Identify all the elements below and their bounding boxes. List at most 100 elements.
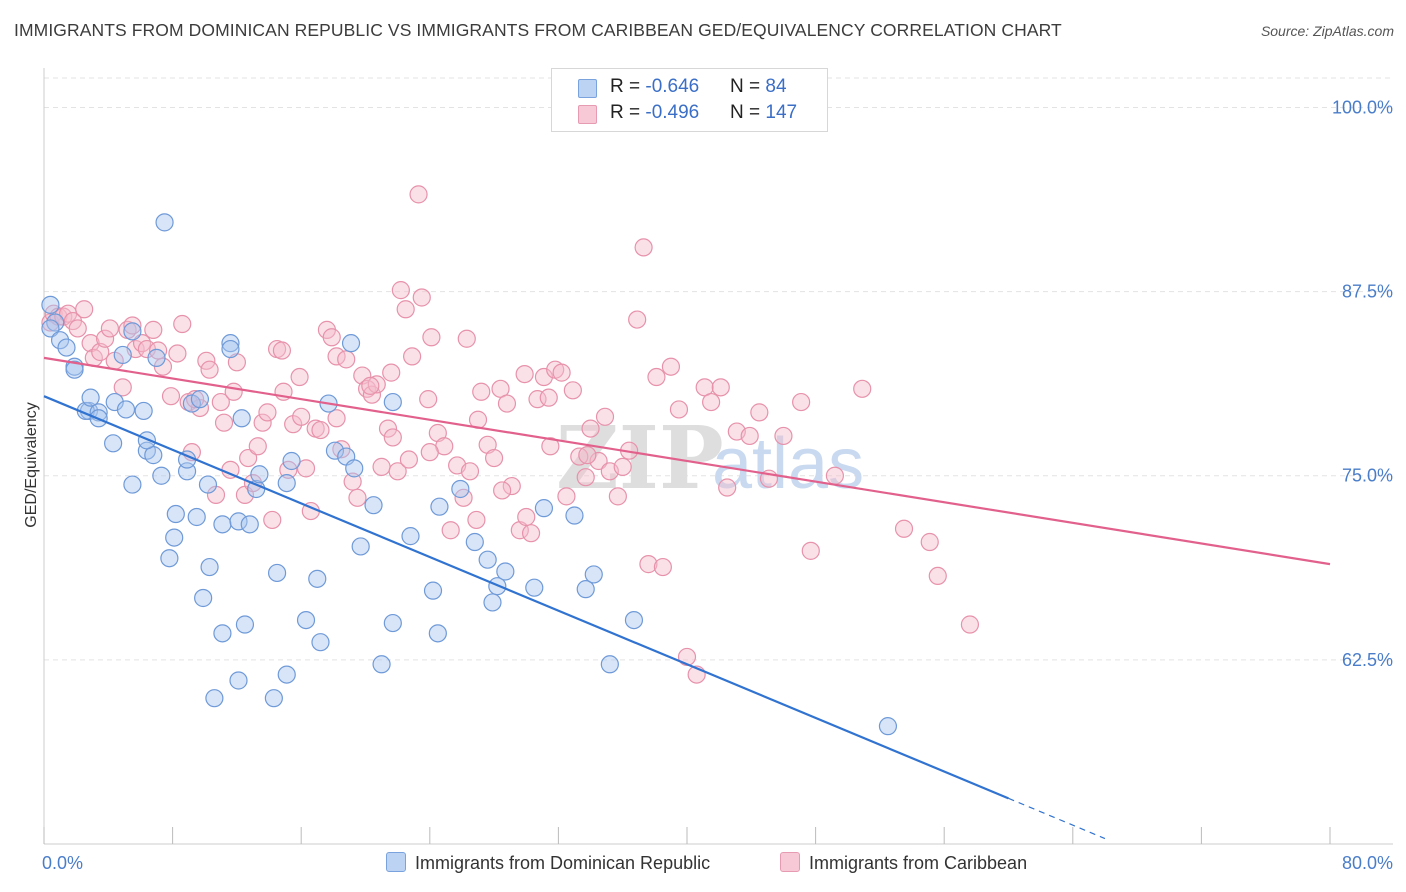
dominican-point <box>282 451 301 471</box>
caribbean-point <box>485 448 504 468</box>
dominican-point <box>235 615 255 634</box>
caribbean-point <box>702 392 721 412</box>
caribbean-point <box>224 382 243 401</box>
dominican-point <box>430 497 449 516</box>
caribbean-point <box>472 382 491 401</box>
legend-r-value: -0.496 <box>645 102 700 123</box>
dominican-point <box>46 313 65 332</box>
caribbean-point <box>521 524 541 543</box>
y-tick-label: 75.0% <box>1342 466 1393 486</box>
caribbean-point <box>327 409 346 428</box>
bottom-legend-label: Immigrants from Caribbean <box>809 853 1028 873</box>
caribbean-point <box>653 557 672 577</box>
bottom-legend-swatch-blue <box>386 852 406 872</box>
caribbean-point <box>420 443 439 462</box>
caribbean-point <box>258 403 277 422</box>
caribbean-point <box>263 510 282 530</box>
dominican-point <box>65 360 84 379</box>
caribbean-point <box>372 457 391 476</box>
caribbean-point <box>200 360 219 379</box>
caribbean-point <box>399 450 419 469</box>
dominican-point <box>341 334 361 353</box>
caribbean-point <box>460 462 480 481</box>
caribbean-point <box>168 344 187 363</box>
caribbean-point <box>361 376 380 395</box>
dominican-trend-extension <box>1008 797 1106 840</box>
watermark-zip: ZIP <box>556 408 724 509</box>
bottom-legend-caribbean: Immigrants from Caribbean <box>780 852 1027 874</box>
dominican-point <box>165 528 184 547</box>
dominican-point <box>372 655 391 674</box>
legend-n-label: N = <box>730 76 766 97</box>
dominican-point <box>116 400 136 419</box>
dominican-point <box>104 434 123 453</box>
chart-title: IMMIGRANTS FROM DOMINICAN REPUBLIC VS IM… <box>14 20 1062 40</box>
dominican-point <box>401 527 420 546</box>
caribbean-point <box>311 420 330 440</box>
caribbean-point <box>409 185 428 204</box>
source-label: Source: ZipAtlas.com <box>1260 23 1394 39</box>
caribbean-point <box>248 437 267 456</box>
caribbean-point <box>419 390 438 409</box>
caribbean-point <box>792 392 811 412</box>
caribbean-point <box>290 367 309 387</box>
dominican-point <box>166 504 185 524</box>
dominican-point <box>345 459 364 478</box>
y-tick-label: 87.5% <box>1342 282 1393 302</box>
caribbean-point <box>272 341 292 360</box>
y-tick-label: 100.0% <box>1332 97 1393 117</box>
caribbean-point <box>383 428 402 447</box>
caribbean-point <box>517 507 536 527</box>
caribbean-point <box>382 363 401 382</box>
caribbean-point <box>68 319 87 338</box>
caribbean-point <box>853 379 872 398</box>
bottom-legend-swatch-pink <box>780 852 800 872</box>
dominican-point <box>134 401 153 421</box>
caribbean-point <box>801 541 820 560</box>
dominican-point <box>383 392 402 412</box>
dominican-point <box>624 610 644 630</box>
caribbean-point <box>75 300 94 319</box>
dominican-trend-line <box>43 395 1009 800</box>
caribbean-points <box>41 185 980 684</box>
dominican-point <box>308 569 327 588</box>
correlation-legend: R = -0.646 N = 84 R = -0.496 N = 147 <box>551 68 828 132</box>
caribbean-point <box>557 487 576 506</box>
dominican-points <box>41 213 898 736</box>
x-tick-label-min: 0.0% <box>42 853 83 873</box>
caribbean-point <box>214 413 234 432</box>
caribbean-point <box>161 387 181 406</box>
caribbean-point <box>348 488 367 507</box>
dominican-point <box>240 515 259 534</box>
caribbean-point <box>750 403 769 422</box>
caribbean-point <box>502 476 521 496</box>
caribbean-point <box>322 328 341 347</box>
y-axis-label: GED/Equivalency <box>23 402 40 527</box>
caribbean-point <box>960 615 980 634</box>
dominican-point <box>123 475 142 494</box>
legend-r-value: -0.646 <box>645 76 700 97</box>
dominican-point <box>213 624 232 643</box>
caribbean-point <box>552 363 571 382</box>
dominican-point <box>428 624 447 643</box>
caribbean-point <box>634 238 653 257</box>
dominican-point <box>160 549 179 568</box>
caribbean-point <box>613 457 632 476</box>
caribbean-point <box>639 555 658 574</box>
caribbean-point <box>441 521 460 540</box>
caribbean-point <box>661 357 681 376</box>
axes <box>43 68 1393 845</box>
caribbean-point <box>497 394 517 413</box>
legend-n-label: N = <box>730 102 766 123</box>
caribbean-point <box>211 392 230 412</box>
dominican-point <box>483 593 502 612</box>
dominican-point <box>41 295 60 314</box>
dominican-point <box>221 334 240 353</box>
bottom-legend-dominican: Immigrants from Dominican Republic <box>386 852 710 874</box>
caribbean-point <box>422 328 441 347</box>
caribbean-point <box>144 320 163 339</box>
legend-swatch-pink <box>578 105 597 124</box>
y-tick-label: 62.5% <box>1342 650 1393 670</box>
caribbean-point <box>396 300 415 319</box>
dominican-point <box>351 537 370 556</box>
